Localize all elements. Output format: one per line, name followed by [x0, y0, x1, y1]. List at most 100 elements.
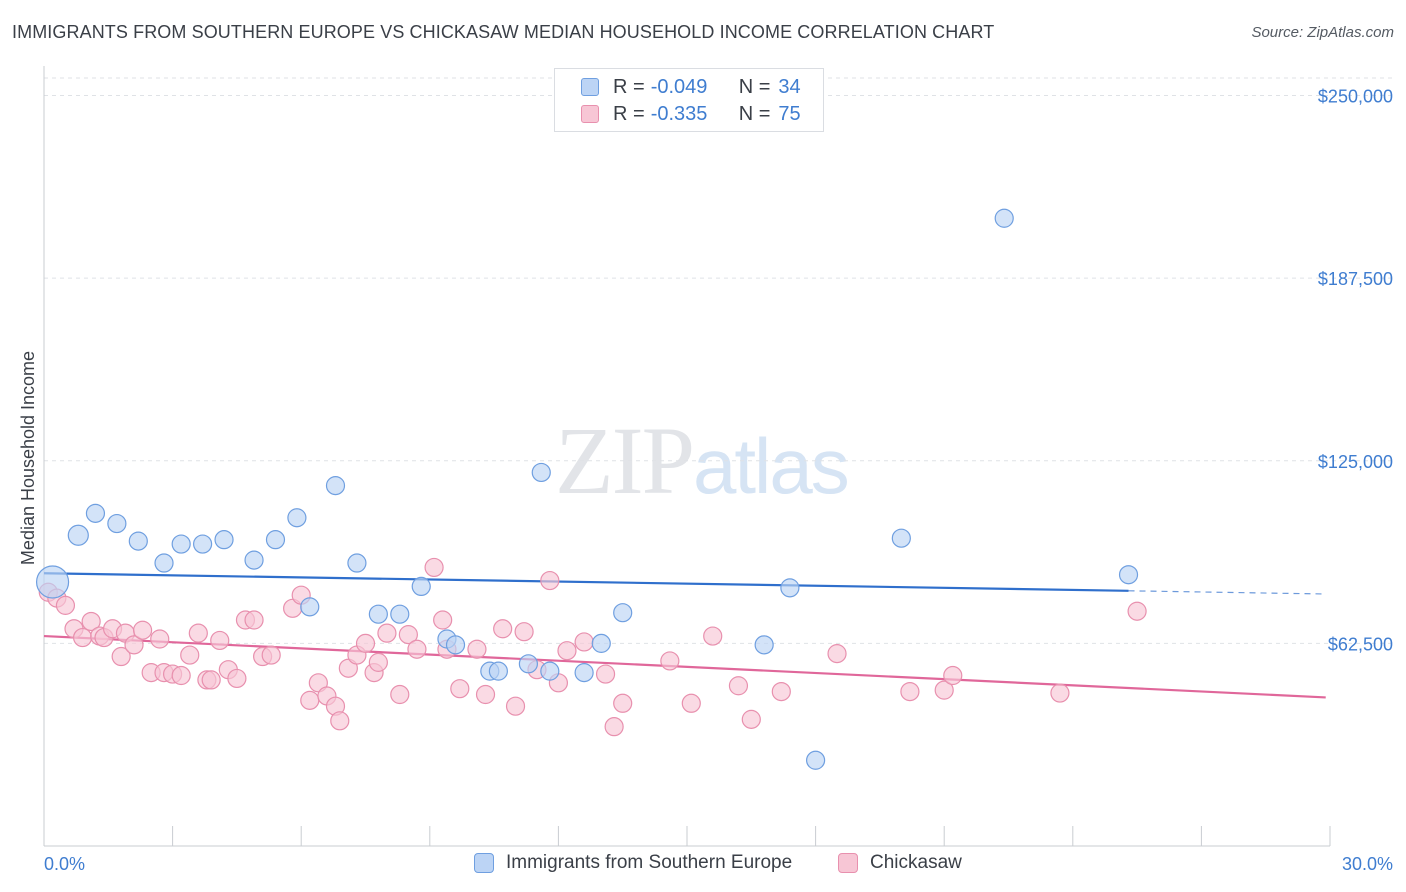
legend-item-chickasaw[interactable]: Chickasaw — [838, 852, 962, 874]
legend-swatch-southern-europe — [581, 78, 599, 96]
data-point-chickasaw — [681, 693, 701, 713]
correlation-legend: R = -0.049 N = 34 R = -0.335 N = 75 — [554, 68, 824, 132]
data-point-chickasaw — [943, 665, 963, 686]
data-point-southern-europe — [300, 597, 320, 617]
data-point-southern-europe — [85, 503, 106, 523]
data-point-chickasaw — [111, 646, 131, 667]
data-point-chickasaw — [467, 639, 487, 659]
data-point-southern-europe — [754, 635, 774, 655]
data-point-chickasaw — [827, 644, 847, 664]
label-layer: $62,500 $125,000 $187,500 $250,000 0.0% 30.0%… — [18, 87, 1393, 874]
data-point-southern-europe — [531, 462, 551, 483]
series-legend: Immigrants from Southern Europe Chickasa… — [0, 852, 1406, 878]
data-point-southern-europe — [67, 524, 89, 546]
data-point-chickasaw — [934, 680, 954, 700]
legend-r-value: -0.049 — [650, 75, 708, 98]
trendline-chickasaw — [43, 634, 1326, 699]
data-point-chickasaw — [330, 711, 350, 731]
data-point-chickasaw — [227, 668, 247, 689]
legend-r-value: -0.335 — [650, 102, 708, 125]
legend-r-label: R = — [613, 102, 645, 125]
watermark: ZIPatlas — [555, 405, 850, 516]
data-point-southern-europe — [390, 604, 410, 624]
data-point-chickasaw — [124, 635, 144, 655]
data-point-chickasaw — [398, 625, 418, 645]
data-point-southern-europe — [287, 508, 307, 528]
data-point-southern-europe — [107, 513, 127, 534]
data-point-southern-europe — [347, 553, 367, 573]
legend-row-southern-europe: R = -0.049 N = 34 — [581, 75, 801, 99]
data-point-southern-europe — [325, 476, 346, 496]
legend-label-southern-europe: Immigrants from Southern Europe — [506, 852, 793, 873]
data-point-chickasaw — [514, 622, 534, 642]
legend-swatch-chickasaw — [581, 105, 599, 123]
legend-n-label: N = — [738, 75, 771, 98]
legend-n-value: 34 — [778, 75, 801, 98]
data-point-southern-europe — [35, 565, 70, 599]
data-point-southern-europe — [214, 530, 234, 550]
data-point-southern-europe — [780, 578, 800, 598]
data-point-chickasaw — [390, 684, 410, 705]
chart-title: IMMIGRANTS FROM SOUTHERN EUROPE VS CHICK… — [12, 22, 995, 42]
data-point-southern-europe — [411, 576, 431, 597]
data-point-chickasaw — [574, 632, 594, 652]
data-point-chickasaw — [300, 690, 320, 710]
legend-swatch-southern-europe — [474, 853, 494, 873]
data-point-chickasaw — [261, 645, 281, 665]
data-point-chickasaw — [613, 693, 633, 713]
data-point-chickasaw — [450, 679, 470, 699]
data-point-southern-europe — [171, 534, 191, 554]
data-point-chickasaw — [505, 696, 526, 716]
source-credit: Source: ZipAtlas.com — [1251, 24, 1394, 41]
legend-r-label: R = — [613, 75, 645, 98]
data-point-chickasaw — [355, 633, 376, 653]
legend-item-southern-europe[interactable]: Immigrants from Southern Europe — [474, 852, 792, 874]
trendline-southern-europe — [43, 572, 1129, 592]
legend-n-value: 75 — [778, 102, 801, 125]
y-tick-label: $62,500 — [1328, 634, 1393, 654]
y-tick-label: $125,000 — [1318, 452, 1393, 472]
axis-layer — [43, 66, 1331, 847]
data-point-southern-europe — [265, 530, 286, 550]
data-point-chickasaw — [72, 627, 93, 648]
data-point-southern-europe — [891, 528, 911, 548]
data-point-southern-europe — [154, 553, 174, 573]
data-point-chickasaw — [604, 717, 624, 737]
data-point-southern-europe — [540, 661, 560, 681]
data-point-chickasaw — [150, 629, 170, 649]
data-point-southern-europe — [518, 654, 538, 674]
data-point-chickasaw — [433, 610, 453, 630]
data-point-southern-europe — [574, 663, 594, 683]
data-point-chickasaw — [171, 665, 191, 686]
data-point-chickasaw — [188, 623, 208, 643]
data-point-chickasaw — [741, 709, 761, 729]
data-point-southern-europe — [613, 603, 633, 623]
data-point-chickasaw — [55, 595, 76, 615]
data-point-chickasaw — [132, 620, 153, 640]
data-point-chickasaw — [900, 681, 920, 702]
data-point-chickasaw — [81, 611, 101, 632]
data-point-chickasaw — [368, 652, 388, 672]
data-point-chickasaw — [1050, 683, 1070, 703]
y-tick-label: $250,000 — [1318, 87, 1393, 107]
data-point-chickasaw — [493, 619, 513, 639]
x-tick-label: 0.0% — [44, 854, 85, 874]
data-point-chickasaw — [377, 623, 397, 643]
data-point-southern-europe — [128, 531, 148, 551]
data-point-chickasaw — [703, 626, 723, 646]
data-point-southern-europe — [368, 604, 388, 624]
data-point-chickasaw — [475, 684, 496, 705]
data-point-chickasaw — [660, 651, 680, 671]
data-point-southern-europe — [1118, 565, 1139, 585]
data-point-chickasaw — [1127, 601, 1147, 621]
legend-n-label: N = — [738, 102, 771, 125]
data-point-chickasaw — [771, 681, 791, 702]
y-tick-label: $187,500 — [1318, 269, 1393, 289]
legend-row-chickasaw: R = -0.335 N = 75 — [581, 102, 801, 126]
data-point-southern-europe — [193, 534, 213, 554]
data-point-chickasaw — [728, 676, 749, 696]
data-point-southern-europe — [488, 661, 508, 681]
legend-swatch-chickasaw — [838, 853, 858, 873]
data-point-chickasaw — [557, 641, 577, 661]
